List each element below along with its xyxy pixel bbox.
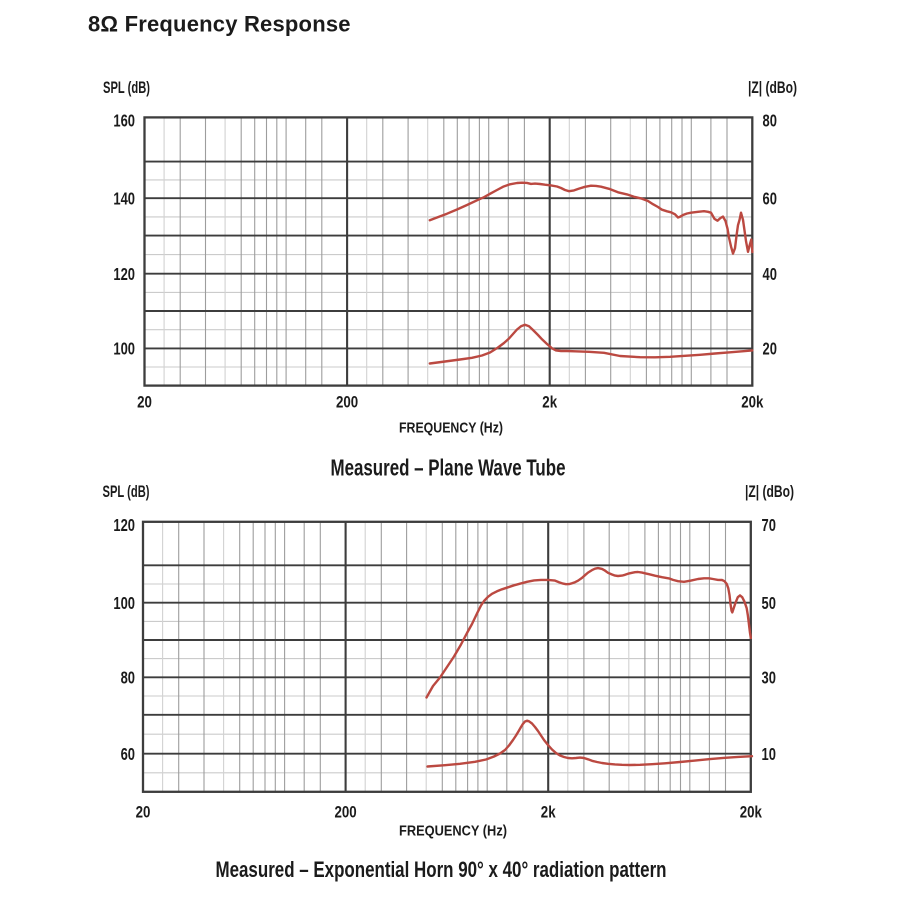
svg-text:20: 20 (137, 393, 152, 412)
svg-text:60: 60 (763, 188, 778, 208)
svg-text:80: 80 (121, 668, 136, 688)
svg-text:10: 10 (762, 744, 777, 764)
svg-text:FREQUENCY (Hz): FREQUENCY (Hz) (399, 420, 503, 437)
svg-text:8Ω Frequency Response: 8Ω Frequency Response (88, 12, 351, 37)
svg-text:100: 100 (113, 593, 135, 613)
svg-text:Measured – Exponential Horn 90: Measured – Exponential Horn 90° x 40° ra… (216, 857, 667, 882)
svg-text:SPL (dB): SPL (dB) (103, 79, 150, 97)
svg-text:Measured – Plane Wave Tube: Measured – Plane Wave Tube (331, 455, 566, 481)
svg-text:|Z| (dBo): |Z| (dBo) (748, 79, 797, 97)
svg-text:120: 120 (113, 264, 135, 284)
svg-text:30: 30 (762, 668, 777, 688)
svg-text:20: 20 (763, 339, 778, 359)
svg-text:40: 40 (763, 264, 778, 284)
svg-text:200: 200 (335, 803, 357, 822)
svg-text:70: 70 (762, 515, 777, 535)
svg-text:140: 140 (113, 188, 135, 208)
svg-text:100: 100 (113, 339, 135, 359)
svg-text:|Z| (dBo): |Z| (dBo) (745, 483, 794, 501)
svg-text:160: 160 (113, 111, 135, 131)
svg-text:50: 50 (762, 593, 777, 613)
svg-text:2k: 2k (542, 393, 557, 412)
svg-text:SPL (dB): SPL (dB) (103, 483, 150, 501)
svg-text:120: 120 (113, 515, 135, 535)
svg-text:FREQUENCY (Hz): FREQUENCY (Hz) (399, 822, 507, 839)
svg-text:60: 60 (121, 744, 136, 764)
svg-text:20k: 20k (741, 393, 764, 412)
svg-text:20k: 20k (740, 803, 763, 822)
svg-text:200: 200 (336, 393, 358, 412)
svg-text:2k: 2k (541, 803, 556, 822)
svg-text:20: 20 (136, 803, 151, 822)
svg-text:80: 80 (763, 111, 778, 131)
